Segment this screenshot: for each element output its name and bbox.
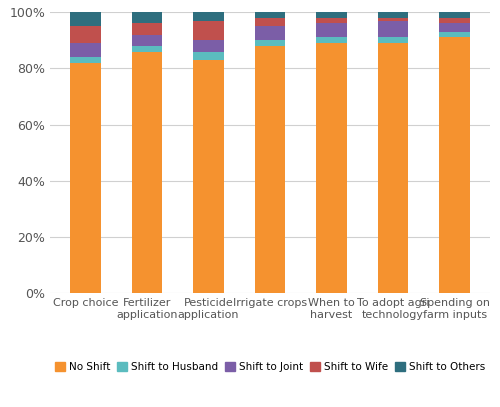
- Bar: [378, 18, 408, 21]
- Bar: [439, 12, 470, 18]
- Bar: [132, 12, 162, 24]
- Bar: [132, 52, 162, 293]
- Bar: [316, 12, 347, 18]
- Bar: [316, 24, 347, 37]
- Bar: [316, 18, 347, 24]
- Bar: [378, 21, 408, 37]
- Bar: [193, 12, 224, 21]
- Bar: [193, 60, 224, 293]
- Bar: [254, 40, 286, 46]
- Bar: [439, 32, 470, 37]
- Bar: [132, 46, 162, 52]
- Bar: [254, 26, 286, 40]
- Bar: [70, 43, 101, 57]
- Bar: [439, 37, 470, 293]
- Legend: No Shift, Shift to Husband, Shift to Joint, Shift to Wife, Shift to Others: No Shift, Shift to Husband, Shift to Joi…: [52, 360, 488, 374]
- Bar: [70, 63, 101, 293]
- Bar: [378, 12, 408, 18]
- Bar: [439, 24, 470, 32]
- Bar: [193, 52, 224, 60]
- Bar: [316, 43, 347, 293]
- Bar: [70, 57, 101, 63]
- Bar: [70, 26, 101, 43]
- Bar: [193, 21, 224, 40]
- Bar: [254, 18, 286, 26]
- Bar: [132, 24, 162, 35]
- Bar: [316, 37, 347, 43]
- Bar: [254, 46, 286, 293]
- Bar: [132, 35, 162, 46]
- Bar: [193, 40, 224, 52]
- Bar: [378, 37, 408, 43]
- Bar: [378, 43, 408, 293]
- Bar: [70, 12, 101, 26]
- Bar: [439, 18, 470, 24]
- Bar: [254, 12, 286, 18]
